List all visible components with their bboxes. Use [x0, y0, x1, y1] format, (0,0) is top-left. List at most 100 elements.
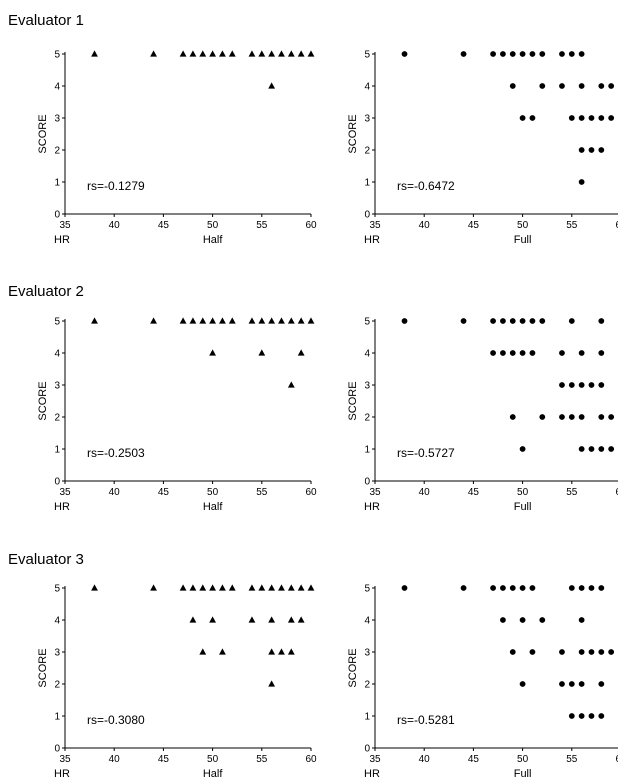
- panel-2-point: [598, 83, 605, 89]
- panel-4-rs-annotation: rs=-0.5727: [397, 446, 455, 460]
- panel-6-point: [500, 617, 506, 623]
- panel-4-point: [529, 318, 536, 324]
- panel-4-x-tick-label: 40: [419, 487, 431, 498]
- panel-6-x-tick-label: 55: [566, 754, 578, 765]
- panel-3-point: [248, 317, 256, 324]
- panel-4-point: [608, 414, 615, 420]
- panel-4-point: [608, 446, 615, 452]
- panel-1-point: [258, 50, 266, 57]
- panel-1-rs-annotation: rs=-0.1279: [87, 179, 145, 193]
- panel-5-point: [150, 584, 157, 591]
- panel-1-point: [91, 50, 98, 57]
- panel-2-point: [529, 51, 536, 57]
- panel-5-point: [189, 584, 197, 591]
- panel-6-point: [588, 649, 595, 655]
- panel-3-point: [287, 381, 295, 388]
- panel-3-point: [209, 317, 216, 324]
- panel-6-x-tick-label: 40: [419, 754, 431, 765]
- panel-6-y-tick-label: 2: [364, 680, 370, 691]
- panel-4-point: [598, 414, 605, 420]
- panel-3-x-tick-label: 55: [256, 487, 268, 498]
- panel-6-point: [519, 681, 526, 687]
- panel-5-y-axis-label: SCORE: [37, 648, 49, 687]
- panel-4-y-tick-label: 4: [364, 349, 370, 360]
- panel-1-y-tick-label: 3: [54, 114, 60, 125]
- panel-5-point: [278, 648, 285, 655]
- panel-6-point: [500, 585, 506, 591]
- panel-1-point: [287, 50, 295, 57]
- panel-6-point: [460, 585, 467, 591]
- panel-5-point: [189, 616, 197, 623]
- panel-1-y-tick-label: 0: [54, 210, 60, 221]
- panel-4-y-tick-label: 1: [364, 445, 370, 456]
- panel-2-point: [509, 51, 516, 57]
- panel-5-y-tick-label: 4: [54, 616, 60, 627]
- panel-4-hr-label: HR: [364, 501, 380, 513]
- panel-4-x-tick-label: 55: [566, 487, 578, 498]
- panel-3-point: [150, 317, 157, 324]
- panel-1-y-tick-label: 5: [54, 50, 60, 61]
- panel-3-y-tick-label: 0: [54, 477, 60, 488]
- panel-6-point: [588, 713, 595, 719]
- panel-6-point: [529, 649, 536, 655]
- panel-4-point: [598, 382, 605, 388]
- panel-4-x-tick-label: 35: [369, 487, 381, 498]
- panel-2-point: [490, 51, 496, 57]
- panel-4-point: [578, 446, 585, 452]
- panel-6-point: [401, 585, 408, 591]
- panel-6-point: [529, 585, 536, 591]
- panel-6-point: [568, 681, 575, 687]
- panel-2-point: [578, 179, 585, 185]
- evaluator-1-title: Evaluator 1: [8, 12, 84, 29]
- panel-4-point: [519, 446, 526, 452]
- panel-4: 012345354045505560SCOREHRFullrs=-0.5727: [347, 317, 618, 513]
- panel-6-x-tick-label: 35: [369, 754, 381, 765]
- panel-3-x-tick-label: 45: [158, 487, 170, 498]
- panel-1-point: [179, 50, 187, 57]
- panel-5-point: [268, 680, 276, 687]
- panel-5-y-tick-label: 3: [54, 648, 60, 659]
- panel-2-y-tick-label: 0: [364, 210, 370, 221]
- panel-4-point: [568, 382, 575, 388]
- panel-4-point: [588, 382, 595, 388]
- panel-1-x-tick-label: 55: [256, 220, 268, 231]
- panel-6-point: [578, 617, 585, 623]
- panel-4-y-tick-label: 3: [364, 381, 370, 392]
- panel-4-point: [519, 318, 526, 324]
- panel-6-point: [578, 681, 585, 687]
- panel-5-y-tick-label: 0: [54, 744, 60, 755]
- panel-3-point: [219, 317, 226, 324]
- panel-4-point: [598, 350, 605, 356]
- panel-5-point: [228, 584, 236, 591]
- panel-3-y-tick-label: 2: [54, 413, 60, 424]
- panel-1-point: [199, 50, 207, 57]
- panel-2-y-tick-label: 4: [364, 82, 370, 93]
- panel-4-point: [509, 350, 516, 356]
- panel-1-x-tick-label: 45: [158, 220, 170, 231]
- panel-3-x-tick-label: 40: [109, 487, 121, 498]
- panel-2-point: [578, 147, 585, 153]
- panel-1-point: [189, 50, 197, 57]
- panel-2-point: [578, 83, 585, 89]
- panel-1-point: [219, 50, 226, 57]
- panel-6-point: [559, 649, 565, 655]
- panel-5-hr-label: HR: [54, 768, 70, 780]
- panel-4-y-tick-label: 0: [364, 477, 370, 488]
- panel-2-point: [519, 115, 526, 121]
- panel-6-point: [509, 649, 516, 655]
- panel-3-point: [199, 317, 207, 324]
- panel-6-point: [490, 585, 496, 591]
- panel-5-point: [209, 616, 216, 623]
- panel-1-x-tick-label: 40: [109, 220, 121, 231]
- panel-2-y-axis-label: SCORE: [347, 114, 359, 153]
- panel-6-point: [588, 585, 595, 591]
- panel-2-y-tick-label: 3: [364, 114, 370, 125]
- panel-5-x-tick-label: 50: [207, 754, 219, 765]
- panel-5-point: [248, 616, 256, 623]
- panel-2-y-tick-label: 5: [364, 50, 370, 61]
- panel-1-point: [209, 50, 216, 57]
- panel-4-x-tick-label: 60: [615, 487, 618, 498]
- panel-1-x-axis-label: Half: [203, 234, 224, 246]
- panel-5-x-tick-label: 35: [59, 754, 71, 765]
